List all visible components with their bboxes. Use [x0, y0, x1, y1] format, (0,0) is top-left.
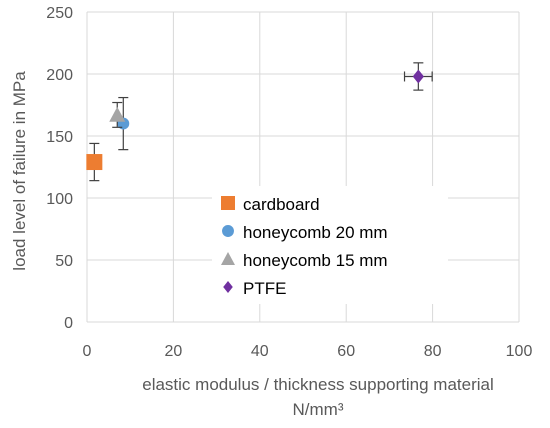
legend-label-honeycomb-15-mm: honeycomb 15 mm: [243, 251, 388, 270]
x-tick-label-3: 60: [337, 343, 355, 360]
legend-marker-honeycomb-15-mm: [221, 252, 235, 265]
x-tick-label-1: 20: [165, 343, 183, 360]
y-tick-label-1: 50: [55, 253, 73, 270]
legend: cardboard honeycomb 20 mm honeycomb 15 mm P…: [212, 186, 448, 304]
x-tick-label-0: 0: [83, 343, 92, 360]
y-axis-label: load level of failure in MPa: [10, 71, 29, 271]
data-point-cardboard: [86, 154, 103, 171]
legend-marker-ptfe: [223, 281, 233, 293]
y-tick-label-5: 250: [46, 5, 73, 22]
legend-label-cardboard: cardboard: [243, 195, 320, 214]
legend-label-ptfe: PTFE: [243, 279, 286, 298]
y-tick-label-0: 0: [64, 315, 73, 332]
legend-marker-cardboard: [221, 196, 235, 210]
legend-label-honeycomb-20-mm: honeycomb 20 mm: [243, 223, 388, 242]
tick-labels: 0 50 100 150 200 250 0 20 40 60 80 100: [46, 5, 532, 360]
legend-marker-honeycomb-20-mm: [222, 225, 234, 237]
x-axis-unit: N/mm³: [293, 400, 344, 419]
x-axis-label: elastic modulus / thickness supporting m…: [142, 375, 494, 394]
y-tick-label-4: 200: [46, 67, 73, 84]
data-point-honeycomb-15-mm: [109, 106, 126, 122]
x-tick-label-4: 80: [424, 343, 442, 360]
x-tick-label-2: 40: [251, 343, 269, 360]
data-marks: [86, 62, 433, 182]
legend-background: [212, 186, 448, 304]
data-point-ptfe: [412, 69, 424, 84]
y-tick-label-3: 150: [46, 129, 73, 146]
x-tick-label-5: 100: [506, 343, 533, 360]
y-tick-label-2: 100: [46, 191, 73, 208]
